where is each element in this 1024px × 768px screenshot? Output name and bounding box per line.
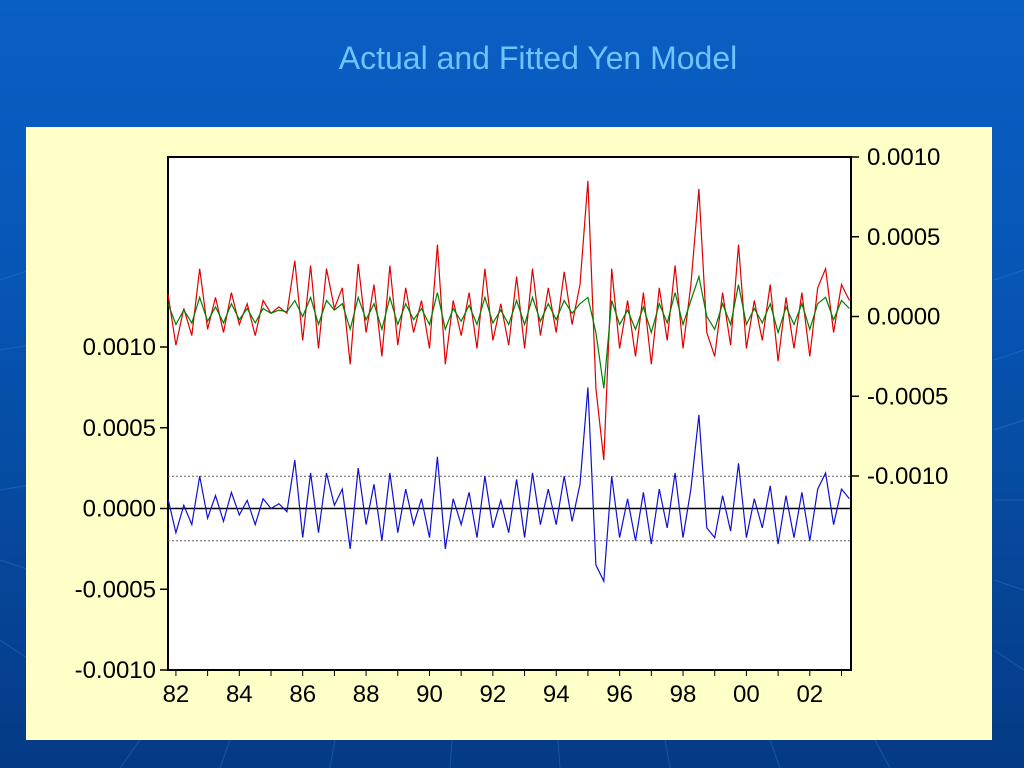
right-tick-label: 0.0000	[867, 304, 940, 331]
x-tick-label: 92	[480, 681, 507, 708]
right-tick-label: -0.0005	[867, 383, 948, 410]
x-tick-label: 90	[416, 681, 443, 708]
plot-area	[167, 156, 852, 671]
series-line-1	[167, 274, 850, 389]
x-tick-label: 82	[163, 681, 190, 708]
x-tick-label: 88	[353, 681, 380, 708]
slide-title: Actual and Fitted Yen Model	[338, 40, 738, 76]
x-tick-label: 00	[733, 681, 760, 708]
yen-model-chart: 0.0010 0.0005 0.0000 -0.0005 -0.0010 0.0010 0…	[75, 144, 949, 708]
x-tick-label: 02	[796, 681, 823, 708]
left-tick-label: 0.0010	[83, 334, 156, 361]
right-tick-label: 0.0005	[867, 224, 940, 251]
x-tick-label: 98	[670, 681, 697, 708]
series-line-2	[167, 387, 850, 584]
x-tick-label: 94	[543, 681, 570, 708]
right-tick-label: 0.0010	[867, 144, 940, 171]
series-line-0	[167, 180, 850, 461]
left-tick-label: 0.0000	[83, 496, 156, 523]
left-tick-label: -0.0005	[75, 576, 156, 603]
x-tick-label: 96	[606, 681, 633, 708]
left-tick-label: 0.0005	[83, 415, 156, 442]
x-tick-label: 86	[289, 681, 316, 708]
x-tick-label: 84	[226, 681, 253, 708]
chart-panel: 0.0010 0.0005 0.0000 -0.0005 -0.0010 0.0010 0…	[26, 127, 992, 740]
right-tick-label: -0.0010	[867, 463, 948, 490]
left-tick-label: -0.0010	[75, 657, 156, 684]
